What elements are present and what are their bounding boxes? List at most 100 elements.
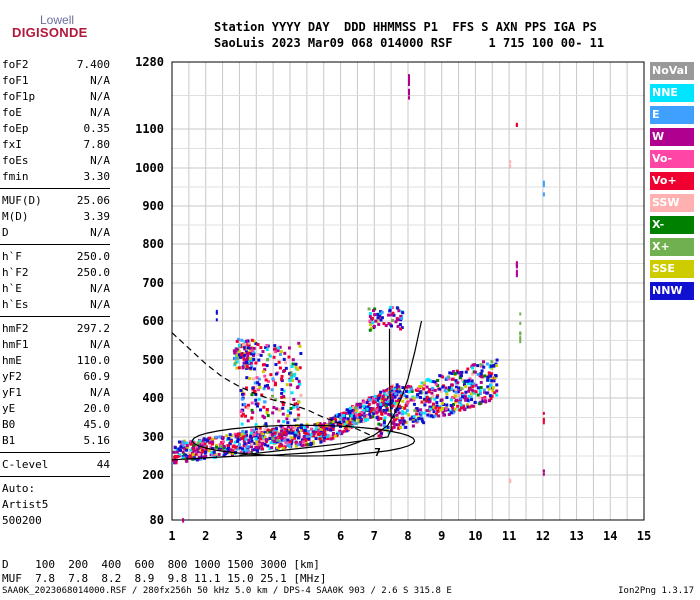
echo-point bbox=[255, 440, 259, 444]
echo-point bbox=[461, 378, 465, 382]
echo-point bbox=[174, 454, 178, 458]
echo-point bbox=[274, 398, 278, 402]
echo-point bbox=[204, 450, 208, 454]
param-divider bbox=[0, 244, 110, 245]
echo-point bbox=[243, 442, 247, 446]
echo-point bbox=[390, 428, 394, 432]
echo-point bbox=[284, 366, 288, 370]
echo-point bbox=[439, 389, 443, 393]
echo-point bbox=[254, 342, 258, 346]
echo-point bbox=[450, 396, 454, 400]
echo-point bbox=[283, 430, 287, 434]
echo-point bbox=[375, 408, 379, 412]
echo-point bbox=[481, 399, 485, 403]
param-value: 5.16 bbox=[83, 434, 111, 447]
echo-point bbox=[254, 361, 258, 365]
echo-point bbox=[303, 426, 307, 430]
echo-point bbox=[192, 443, 196, 447]
x-tick-label: 13 bbox=[569, 529, 583, 543]
echo-point bbox=[469, 392, 473, 396]
echo-point bbox=[519, 331, 522, 335]
echo-point bbox=[241, 447, 245, 451]
x-tick-label: 6 bbox=[337, 529, 344, 543]
x-tick-label: 5 bbox=[303, 529, 310, 543]
echo-point bbox=[384, 398, 388, 402]
echo-point bbox=[470, 404, 474, 408]
echo-point bbox=[300, 429, 304, 433]
echo-point bbox=[229, 448, 233, 452]
echo-point bbox=[353, 411, 357, 415]
echo-point bbox=[447, 388, 451, 392]
echo-point bbox=[397, 385, 401, 389]
echo-point bbox=[296, 417, 300, 421]
echo-point bbox=[394, 404, 398, 408]
echo-point bbox=[352, 414, 356, 418]
echo-point bbox=[291, 378, 295, 382]
echo-point bbox=[276, 346, 280, 350]
x-tick-label: 12 bbox=[536, 529, 550, 543]
echo-point bbox=[397, 309, 401, 313]
echo-point bbox=[318, 437, 322, 441]
echo-point bbox=[396, 399, 400, 403]
echo-point bbox=[435, 401, 439, 405]
echo-point bbox=[241, 366, 245, 370]
echo-point bbox=[319, 425, 323, 429]
echo-point bbox=[260, 444, 264, 448]
echo-point bbox=[281, 412, 285, 416]
echo-point bbox=[297, 413, 301, 417]
echo-point bbox=[249, 434, 253, 438]
echo-point bbox=[397, 388, 401, 392]
echo-point bbox=[274, 363, 278, 367]
echo-point bbox=[329, 421, 333, 425]
echo-point bbox=[348, 410, 352, 414]
echo-point bbox=[302, 436, 306, 440]
echo-point bbox=[478, 396, 482, 400]
echo-point bbox=[261, 414, 265, 418]
echo-point bbox=[256, 343, 260, 347]
echo-point bbox=[270, 428, 274, 432]
echo-point bbox=[211, 442, 215, 446]
param-name: hmF2 bbox=[2, 322, 29, 335]
echo-point bbox=[244, 437, 248, 441]
echo-point bbox=[283, 436, 287, 440]
echo-point bbox=[311, 440, 315, 444]
echo-point bbox=[272, 434, 276, 438]
echo-point bbox=[338, 429, 342, 433]
echo-point bbox=[390, 306, 394, 310]
echo-point bbox=[282, 420, 286, 424]
echo-point bbox=[331, 436, 335, 440]
echo-point bbox=[241, 403, 245, 407]
echo-point bbox=[268, 447, 272, 451]
echo-point bbox=[314, 433, 318, 437]
echo-point bbox=[365, 401, 369, 405]
echo-point bbox=[430, 391, 434, 395]
echo-point bbox=[391, 311, 395, 315]
echo-point bbox=[459, 403, 463, 407]
echo-point bbox=[186, 455, 190, 459]
echo-point bbox=[458, 376, 462, 380]
echo-point bbox=[422, 381, 426, 385]
echo-point bbox=[263, 443, 267, 447]
echo-point bbox=[235, 353, 239, 357]
echo-point bbox=[408, 96, 410, 100]
echo-point bbox=[350, 412, 354, 416]
echo-point bbox=[277, 360, 281, 364]
param-value: N/A bbox=[90, 282, 110, 295]
echo-point bbox=[405, 408, 409, 412]
echo-point bbox=[435, 395, 439, 399]
echo-point bbox=[432, 405, 436, 409]
echo-point bbox=[250, 393, 254, 397]
echo-point bbox=[337, 413, 341, 417]
echo-point bbox=[372, 412, 376, 416]
echo-point bbox=[323, 432, 327, 436]
echo-point bbox=[237, 353, 241, 357]
echo-point bbox=[371, 321, 375, 325]
param-row: foF1p N/A bbox=[2, 90, 110, 106]
y-tick-label: 300 bbox=[142, 430, 164, 444]
echo-point bbox=[542, 421, 545, 425]
echo-point bbox=[321, 425, 325, 429]
echo-point bbox=[327, 427, 331, 431]
o-trace-line bbox=[171, 320, 423, 461]
echo-point bbox=[235, 339, 239, 343]
echo-point bbox=[453, 372, 457, 376]
